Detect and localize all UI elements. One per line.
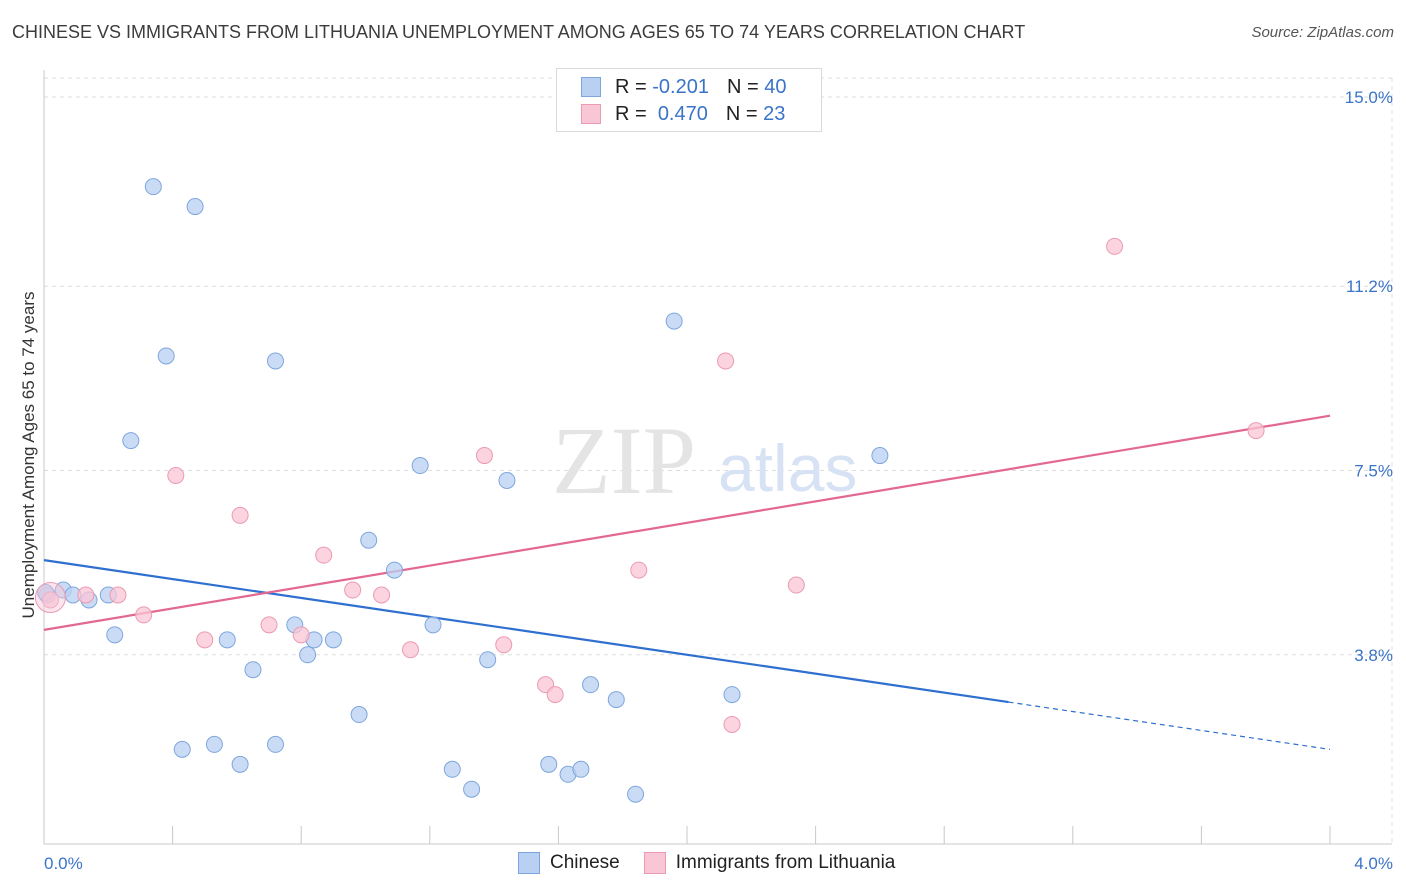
x-tick-label: 0.0% <box>44 854 83 873</box>
correlation-legend: R = -0.201 N = 40 R = 0.470 N = 23 <box>556 68 822 132</box>
chinese-point <box>385 561 403 579</box>
chinese-point <box>479 651 497 669</box>
r-label: R = <box>615 75 647 98</box>
tick-label-layer: 3.8% 7.5% 11.2% 15.0% 0.0% 4.0% <box>44 88 1393 873</box>
axis-layer <box>43 70 1392 845</box>
y-tick-label: 11.2% <box>1346 277 1393 296</box>
lithuania-point <box>787 576 805 594</box>
chinese-point <box>106 626 124 644</box>
chinese-point <box>498 471 516 489</box>
lithuania-point <box>630 561 648 579</box>
chinese-point <box>411 457 429 475</box>
lithuania-point <box>196 631 214 649</box>
r-label: R = <box>615 102 647 125</box>
lithuania-point <box>41 591 59 609</box>
chinese-point <box>266 352 284 370</box>
chinese-point <box>582 676 600 694</box>
lithuania-point <box>402 641 420 659</box>
series-legend: Chinese Immigrants from Lithuania <box>518 852 919 874</box>
r-value: -0.201 <box>652 75 709 98</box>
lithuania-point <box>717 352 735 370</box>
r-value: 0.470 <box>657 102 708 125</box>
lithuania-point <box>315 546 333 564</box>
watermark-atlas: atlas <box>718 431 857 505</box>
chinese-point <box>572 760 590 778</box>
legend-label-lithuania: Immigrants from Lithuania <box>675 852 896 873</box>
watermark-zip: ZIP <box>552 407 696 514</box>
lithuania-point <box>546 686 564 704</box>
lithuania-point <box>1247 422 1265 440</box>
chinese-point <box>443 760 461 778</box>
legend-item-chinese[interactable]: Chinese <box>518 852 620 874</box>
n-label: N = <box>725 102 758 125</box>
lithuania-point <box>109 586 127 604</box>
chinese-point <box>607 691 625 709</box>
lithuania-point <box>135 606 153 624</box>
lithuania-trend-line <box>43 414 1331 631</box>
lithuania-swatch <box>643 852 666 874</box>
chinese-swatch <box>518 852 540 874</box>
chinese-point <box>324 631 342 649</box>
y-tick-label: 15.0% <box>1345 88 1393 107</box>
chart-title: CHINESE VS IMMIGRANTS FROM LITHUANIA UNE… <box>12 22 1026 42</box>
chinese-point <box>350 706 368 724</box>
lithuania-point <box>495 636 513 654</box>
n-value: 23 <box>763 102 786 125</box>
chinese-point <box>424 616 442 634</box>
chinese-point <box>266 735 284 753</box>
chinese-point <box>540 755 558 773</box>
chinese-point <box>463 780 481 798</box>
watermark: ZIP atlas <box>552 407 857 514</box>
legend-item-lithuania[interactable]: Immigrants from Lithuania <box>643 852 896 874</box>
chinese-point <box>723 686 741 704</box>
trend-layer <box>43 414 1331 750</box>
lithuania-point <box>475 447 493 465</box>
lithuania-point <box>373 586 391 604</box>
lithuania-point <box>344 581 362 599</box>
lithuania-point <box>77 586 95 604</box>
y-tick-label: 7.5% <box>1354 462 1393 481</box>
lithuania-point <box>231 506 249 524</box>
source-label: Source: ZipAtlas.com <box>1251 24 1394 41</box>
chinese-point <box>157 347 175 365</box>
chinese-trend-line <box>43 559 1009 704</box>
chinese-point <box>144 178 162 196</box>
chinese-point <box>665 312 683 330</box>
chinese-point <box>231 755 249 773</box>
y-tick-label: 3.8% <box>1354 646 1393 665</box>
n-label: N = <box>726 75 759 98</box>
chinese-point <box>173 740 191 758</box>
lithuania-point <box>723 715 741 733</box>
chinese-point <box>299 646 317 664</box>
chinese-point <box>871 447 889 465</box>
x-tick-label: 4.0% <box>1354 854 1393 873</box>
lithuania-swatch <box>581 104 601 124</box>
lithuania-point <box>167 466 185 484</box>
legend-row-chinese: R = -0.201 N = 40 <box>581 75 786 99</box>
legend-row-lithuania: R = 0.470 N = 23 <box>581 102 785 126</box>
chinese-swatch <box>581 77 601 97</box>
lithuania-point-large <box>34 581 66 613</box>
legend-label-chinese: Chinese <box>550 852 620 873</box>
lithuania-point <box>260 616 278 634</box>
n-value: 40 <box>764 75 787 98</box>
chinese-point <box>205 735 223 753</box>
chinese-point <box>186 198 204 216</box>
lithuania-point <box>1106 237 1124 255</box>
chinese-point <box>122 432 140 450</box>
chinese-point <box>244 661 262 679</box>
chinese-point <box>360 531 378 549</box>
y-axis-title: Unemployment Among Ages 65 to 74 years <box>19 291 38 619</box>
points-layer <box>34 178 1265 803</box>
chinese-point <box>218 631 236 649</box>
chinese-trend-extension <box>1008 701 1331 750</box>
chinese-point <box>627 785 645 803</box>
lithuania-point <box>292 626 310 644</box>
